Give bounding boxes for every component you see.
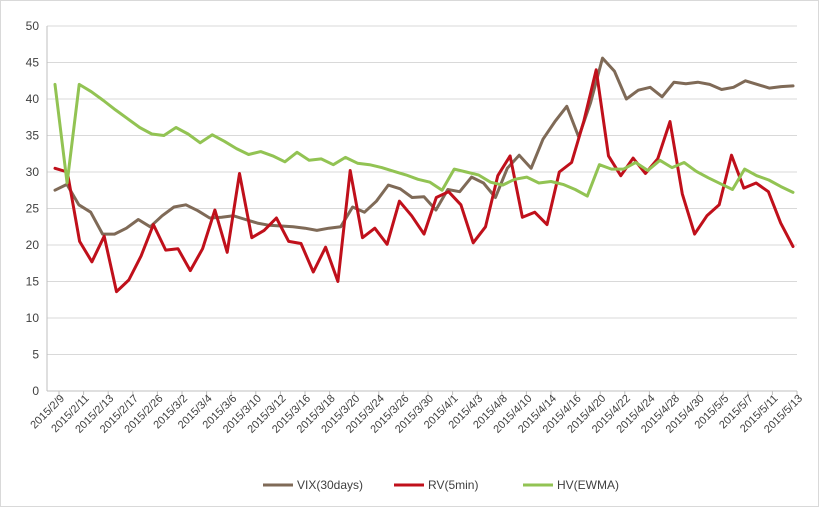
y-tick-label: 20 — [26, 238, 40, 252]
legend-label: VIX(30days) — [297, 478, 363, 492]
legend-label: HV(EWMA) — [557, 478, 619, 492]
axes: 051015202530354045502015/2/92015/2/11201… — [26, 19, 805, 436]
y-tick-label: 40 — [26, 92, 40, 106]
y-tick-label: 5 — [32, 348, 39, 362]
y-tick-label: 30 — [26, 165, 40, 179]
legend: VIX(30days) RV(5min) HV(EWMA) — [263, 478, 619, 492]
series-line-vix-30days — [53, 56, 795, 236]
y-tick-label: 0 — [32, 384, 39, 398]
gridlines — [47, 25, 797, 392]
series-lines — [53, 56, 795, 294]
series-line-rv-5min — [53, 68, 795, 294]
y-tick-label: 10 — [26, 311, 40, 325]
y-tick-label: 15 — [26, 275, 40, 289]
legend-label: RV(5min) — [428, 478, 478, 492]
series-line-hv-ewma — [53, 82, 795, 198]
y-tick-label: 25 — [26, 202, 40, 216]
y-tick-label: 45 — [26, 56, 40, 70]
y-tick-label: 50 — [26, 19, 40, 33]
y-tick-label: 35 — [26, 129, 40, 143]
